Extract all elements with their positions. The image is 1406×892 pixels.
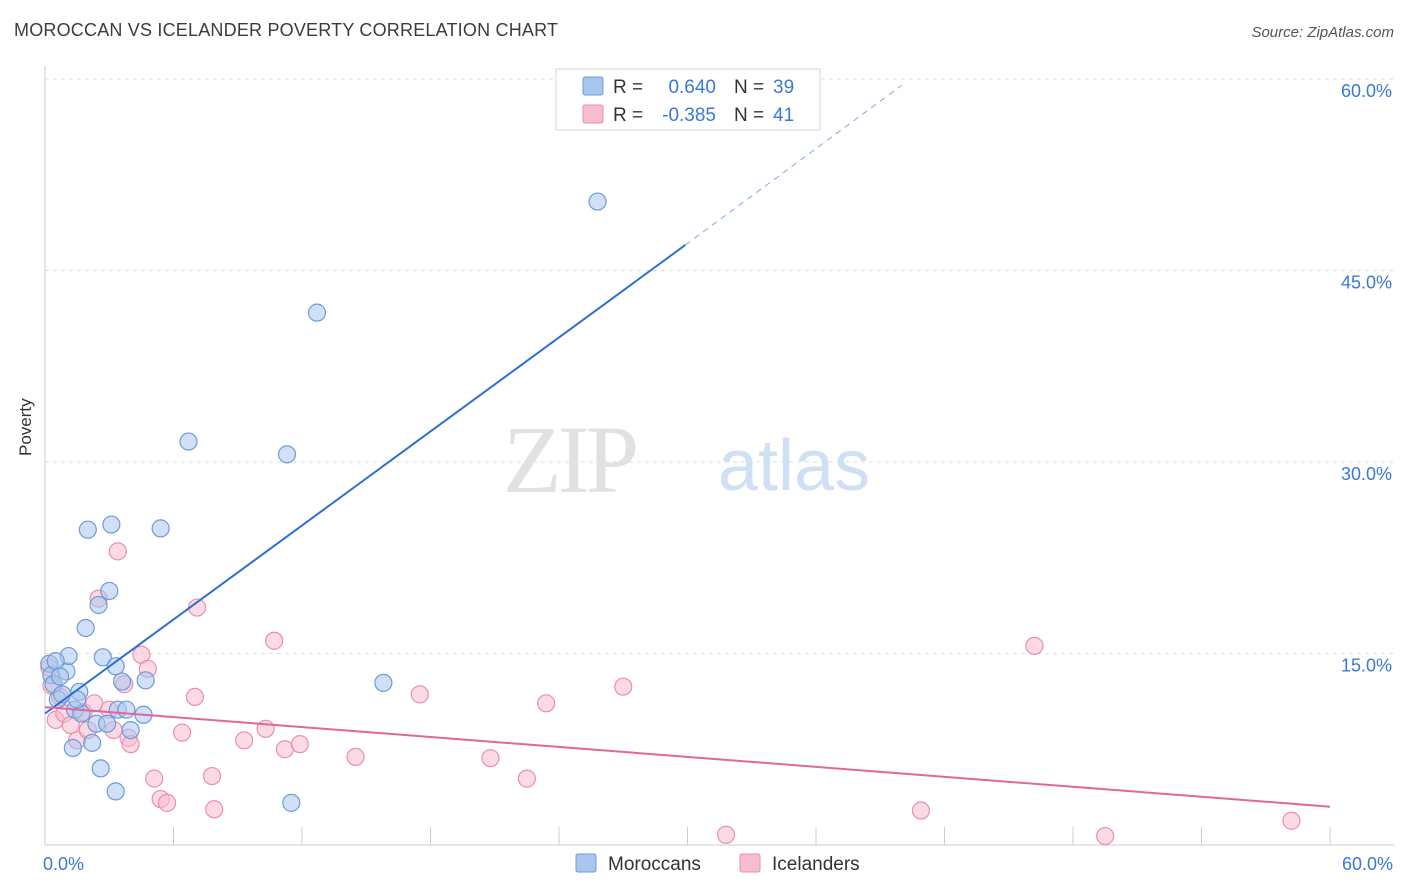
chart-title: MOROCCAN VS ICELANDER POVERTY CORRELATIO… bbox=[14, 20, 559, 40]
legend-n-value: 39 bbox=[773, 77, 794, 98]
data-point bbox=[172, 723, 192, 742]
y-tick-label: 60.0% bbox=[1341, 81, 1392, 101]
bottom-legend-swatch bbox=[575, 853, 597, 873]
data-point bbox=[89, 595, 108, 615]
data-point bbox=[1282, 811, 1301, 830]
bottom-legend: Moroccans Icelanders bbox=[575, 853, 860, 875]
data-point bbox=[91, 759, 110, 778]
data-point bbox=[157, 793, 177, 812]
watermark: ZIP atlas bbox=[503, 406, 870, 513]
data-point bbox=[63, 738, 82, 758]
data-point bbox=[100, 581, 119, 601]
moroccans-trend-line bbox=[44, 244, 686, 715]
data-point bbox=[588, 192, 607, 211]
data-point bbox=[117, 700, 136, 719]
legend-box: R = 0.640 N = 39 R = -0.385 N = 41 bbox=[555, 68, 821, 131]
legend-r-value: 0.640 bbox=[668, 77, 716, 98]
data-point bbox=[290, 735, 309, 754]
y-tick-label: 30.0% bbox=[1341, 464, 1392, 484]
data-point bbox=[235, 731, 254, 750]
legend-r-label: R = bbox=[613, 77, 643, 98]
data-point bbox=[1025, 636, 1044, 655]
data-point bbox=[716, 825, 736, 844]
legend-n-value: 41 bbox=[773, 105, 794, 126]
data-point bbox=[78, 520, 97, 539]
data-point bbox=[346, 747, 365, 767]
legend-n-label: N = bbox=[734, 77, 764, 98]
data-point bbox=[121, 720, 140, 740]
gridlines bbox=[45, 78, 1394, 654]
data-point bbox=[151, 519, 170, 538]
data-point bbox=[202, 766, 222, 786]
watermark-zip: ZIP bbox=[503, 406, 636, 513]
data-point bbox=[102, 515, 121, 534]
legend-r-value: -0.385 bbox=[662, 105, 716, 126]
legend-r-label: R = bbox=[613, 105, 643, 126]
bottom-legend-label: Icelanders bbox=[772, 854, 860, 875]
data-point bbox=[93, 648, 112, 667]
data-point bbox=[205, 800, 224, 819]
data-point bbox=[1096, 826, 1115, 846]
data-point bbox=[50, 667, 70, 686]
data-point bbox=[374, 673, 393, 692]
legend-swatch bbox=[582, 76, 604, 96]
bottom-legend-swatch bbox=[739, 853, 761, 873]
data-point bbox=[517, 769, 536, 788]
source-credit: Source: ZipAtlas.com bbox=[1251, 24, 1394, 41]
data-point bbox=[106, 657, 125, 676]
x-tick-label: 60.0% bbox=[1342, 854, 1393, 874]
watermark-atlas: atlas bbox=[718, 426, 870, 506]
data-point bbox=[481, 749, 500, 768]
data-point bbox=[277, 445, 297, 464]
data-point bbox=[106, 782, 125, 801]
axes bbox=[44, 66, 1394, 846]
icelanders-points bbox=[40, 542, 1301, 846]
legend-swatch bbox=[582, 104, 604, 124]
data-point bbox=[112, 672, 132, 691]
data-point bbox=[265, 631, 284, 650]
legend-n-label: N = bbox=[734, 105, 764, 126]
y-tick-label: 45.0% bbox=[1341, 273, 1392, 293]
x-tick-label: 0.0% bbox=[43, 854, 84, 874]
data-point bbox=[98, 714, 117, 733]
data-point bbox=[282, 793, 301, 812]
icelanders-trend-line bbox=[44, 706, 1331, 808]
data-point bbox=[614, 677, 633, 696]
data-point bbox=[136, 671, 155, 690]
data-point bbox=[410, 685, 429, 704]
data-point bbox=[179, 432, 198, 451]
data-point bbox=[307, 303, 327, 322]
data-point bbox=[911, 801, 931, 820]
data-point bbox=[145, 769, 164, 788]
tick-labels: 15.0% 30.0% 45.0% 60.0% 0.0% 60.0% bbox=[43, 81, 1393, 874]
data-point bbox=[46, 652, 65, 671]
y-tick-label: 15.0% bbox=[1341, 656, 1392, 676]
data-point bbox=[76, 618, 95, 638]
data-point bbox=[83, 733, 102, 752]
data-point bbox=[537, 694, 556, 713]
moroccans-trend-extension bbox=[685, 84, 902, 246]
trend-lines bbox=[44, 84, 1331, 808]
data-point bbox=[108, 542, 127, 561]
bottom-legend-label: Moroccans bbox=[608, 854, 701, 875]
data-point bbox=[185, 687, 205, 707]
